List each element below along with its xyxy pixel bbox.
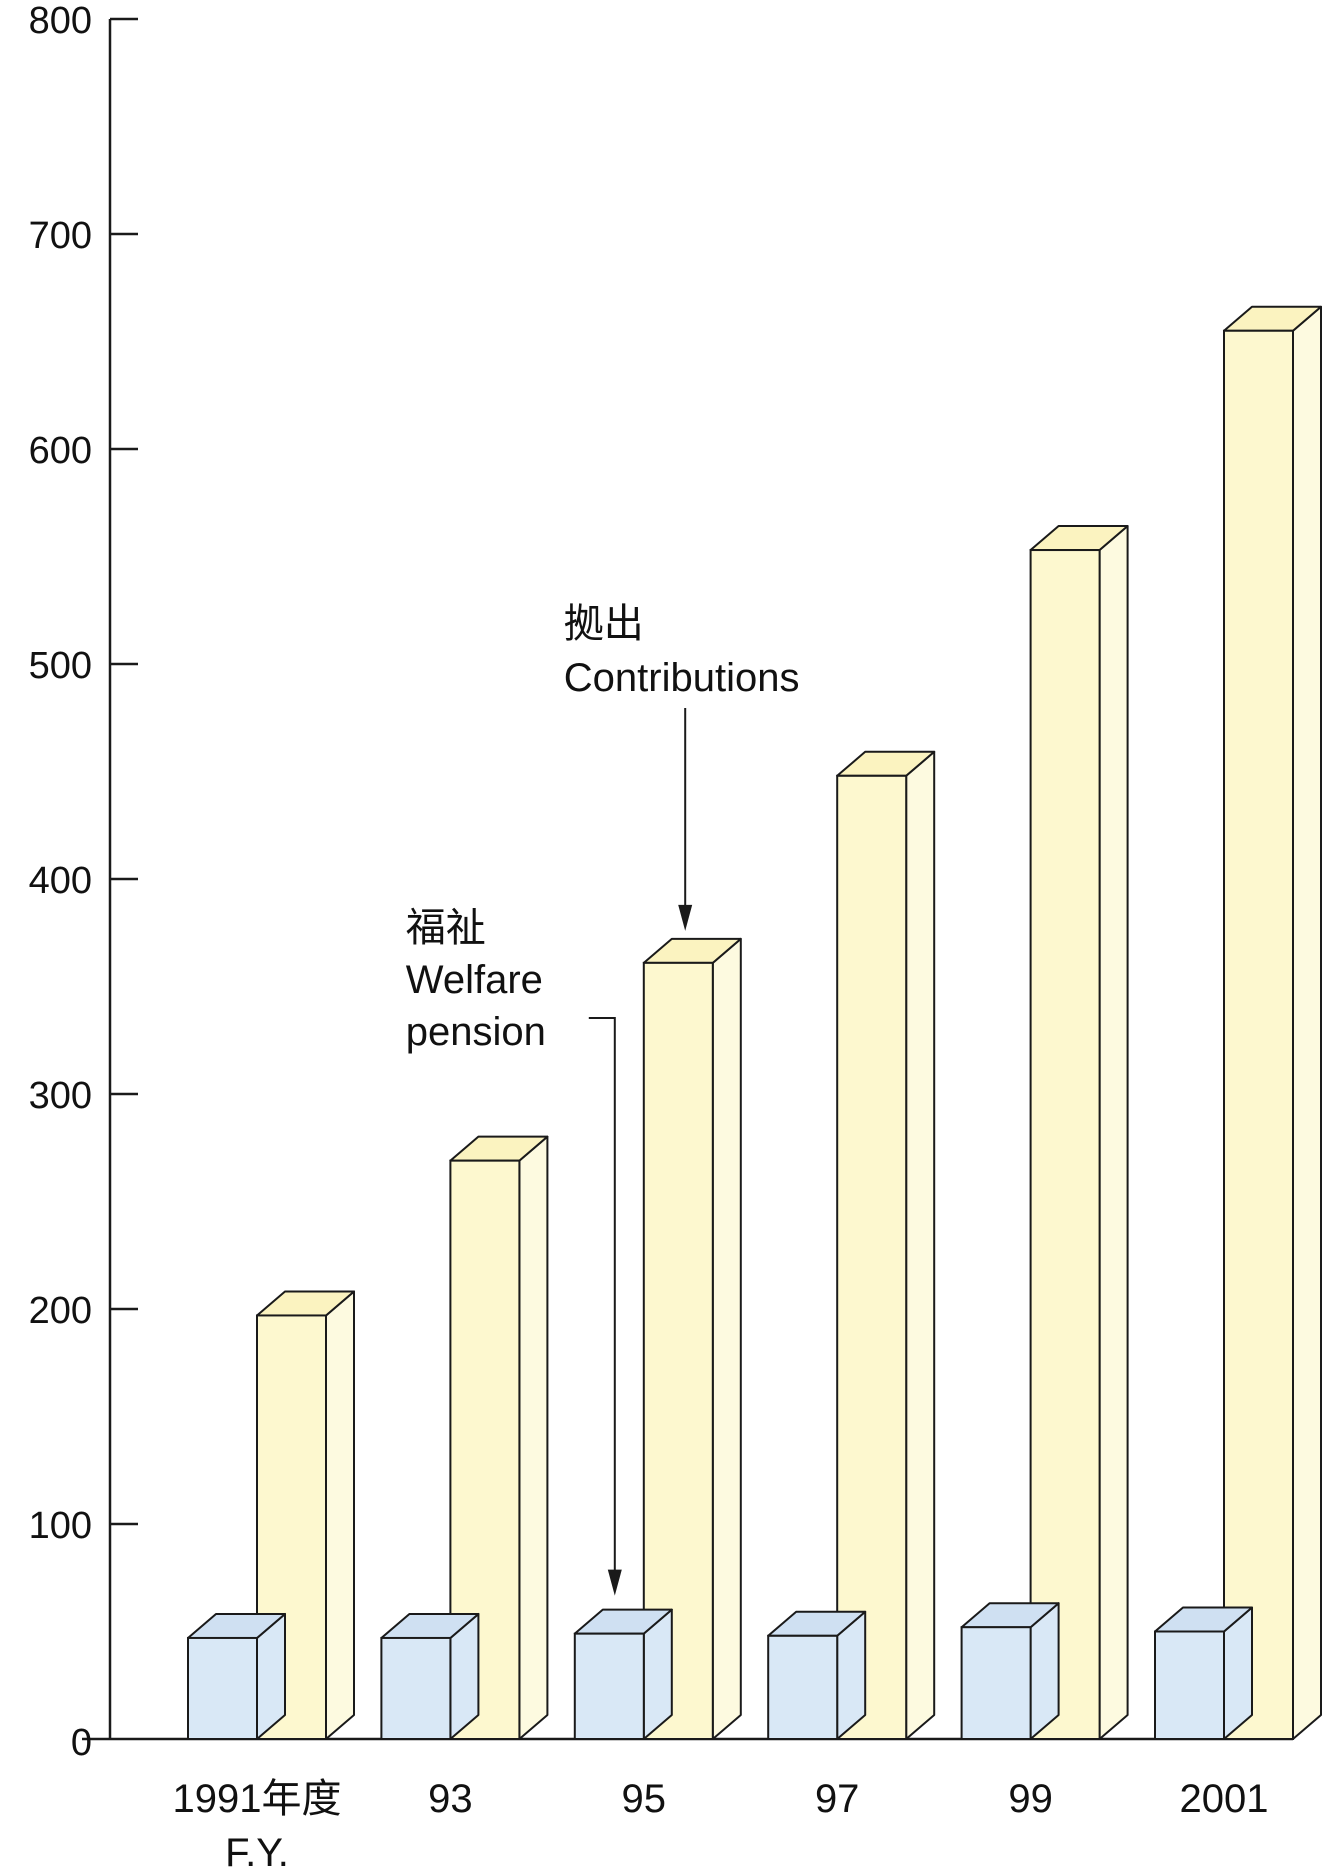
x-category-label: 95 — [622, 1777, 667, 1821]
bar-front — [380, 1636, 452, 1740]
bar-contributions — [256, 1290, 355, 1740]
annotation-welfare-pension-text: pension — [406, 1010, 546, 1054]
annotation-welfare-pension-leader — [588, 1017, 616, 1580]
x-category-label: 1991年度 — [173, 1777, 342, 1821]
bar-welfare-pension — [960, 1602, 1060, 1740]
bar-welfare-pension — [767, 1610, 867, 1741]
y-tick-label: 200 — [29, 1290, 92, 1332]
bar-side — [1098, 525, 1129, 1740]
y-tick-label: 400 — [29, 860, 92, 902]
x-category-label: 2001 — [1180, 1777, 1269, 1821]
y-tick-label: 0 — [71, 1722, 92, 1764]
bar-front — [187, 1636, 258, 1740]
y-tick-label: 500 — [29, 645, 92, 687]
category-labels: 1991年度 93 95 97 99 2001 F.Y. — [173, 1777, 1269, 1871]
bar-welfare-pension — [573, 1608, 673, 1741]
y-axis: 0 100 200 300 400 500 600 700 800 — [29, 0, 1293, 1764]
annotation-contributions-text: 拠出 — [564, 602, 644, 646]
bar-side — [518, 1135, 549, 1740]
arrow-icon — [607, 1569, 622, 1596]
y-tick-label: 800 — [29, 0, 92, 42]
bar-front — [960, 1626, 1032, 1740]
annotation-welfare-pension-text: Welfare — [406, 958, 543, 1002]
y-tick-label: 100 — [29, 1505, 92, 1547]
bar-contributions — [836, 750, 936, 1740]
bar-front — [1029, 549, 1101, 1740]
bar-front — [573, 1632, 645, 1741]
annotation-welfare-pension: 福祉 Welfare pension — [406, 906, 622, 1596]
bar-front — [1223, 329, 1294, 1740]
y-tick-label: 300 — [29, 1075, 92, 1117]
bar-side — [905, 750, 936, 1740]
bar-side — [325, 1290, 355, 1740]
bar-welfare-pension — [187, 1612, 286, 1740]
bar-front — [767, 1634, 839, 1741]
bar-contributions — [1029, 525, 1129, 1740]
bar-contributions — [1223, 305, 1322, 1740]
bar-front — [1154, 1630, 1225, 1740]
annotation-contributions: 拠出 Contributions — [564, 602, 800, 931]
annotations: 拠出 Contributions 福祉 Welfare pension — [406, 602, 800, 1596]
bar-welfare-pension — [380, 1612, 480, 1740]
x-category-label: 97 — [815, 1777, 860, 1821]
bar-side — [1292, 305, 1322, 1740]
arrow-icon — [678, 904, 693, 931]
x-category-label: 99 — [1008, 1777, 1053, 1821]
annotation-contributions-text: Contributions — [564, 656, 800, 700]
bar-welfare-pension — [1154, 1606, 1253, 1740]
annotation-welfare-pension-text: 福祉 — [406, 906, 486, 950]
x-category-sublabel: F.Y. — [225, 1831, 289, 1871]
x-category-label: 93 — [428, 1777, 473, 1821]
bar-side — [711, 937, 742, 1740]
y-tick-label: 700 — [29, 215, 92, 257]
bar-front — [836, 774, 908, 1740]
bars — [187, 305, 1322, 1741]
y-tick-label: 600 — [29, 430, 92, 472]
